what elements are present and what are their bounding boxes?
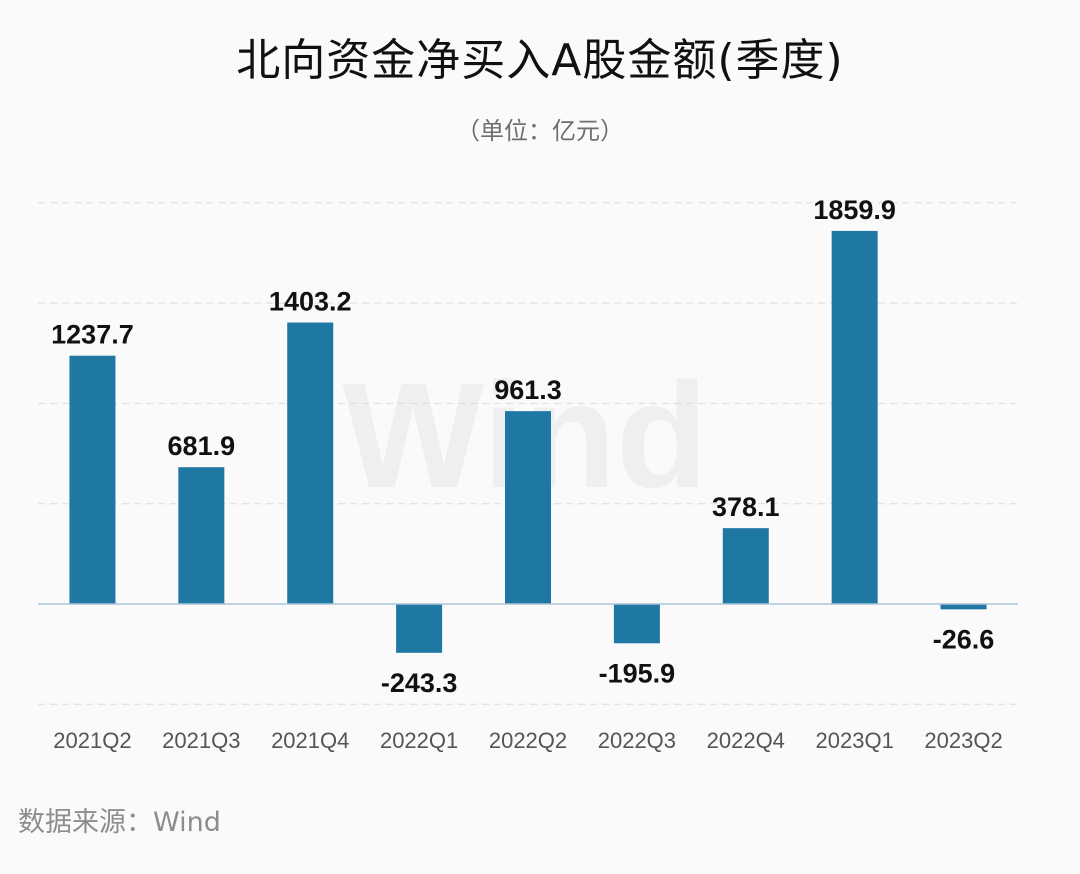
x-tick-2022Q3: 2022Q3 [598,728,676,753]
data-label-2021Q2: 1237.7 [51,320,134,350]
data-label-2022Q2: 961.3 [494,375,562,405]
x-tick-2021Q2: 2021Q2 [53,728,131,753]
data-label-2022Q1: -243.3 [381,668,458,698]
x-tick-2022Q4: 2022Q4 [707,728,785,753]
bar-2021Q3 [178,467,225,604]
data-label-2023Q2: -26.6 [933,624,995,654]
x-tick-2021Q3: 2021Q3 [162,728,240,753]
data-label-2021Q4: 1403.2 [269,287,352,317]
bar-2022Q3 [613,604,660,644]
chart-title: 北向资金净买入A股金额(季度) [236,35,844,86]
bar-2021Q2 [69,355,116,604]
bars [69,230,987,653]
bar-2022Q4 [722,528,769,604]
bar-2022Q1 [396,604,443,653]
x-tick-2021Q4: 2021Q4 [271,728,349,753]
x-tick-2023Q2: 2023Q2 [924,728,1002,753]
x-tick-2022Q1: 2022Q1 [380,728,458,753]
data-label-2022Q3: -195.9 [599,658,676,688]
chart-subtitle: （单位：亿元） [456,117,624,145]
data-label-2023Q1: 1859.9 [813,195,896,225]
bar-2022Q2 [505,411,551,604]
data-labels: 1237.7 681.9 1403.2 -243.3 961.3 -195.9 378.1 1… [51,195,994,698]
bar-2023Q1 [831,230,878,604]
x-tick-2022Q2: 2022Q2 [489,728,567,753]
x-tick-labels: 2021Q2 2021Q3 2021Q4 2022Q1 2022Q2 2022Q3 2022… [53,728,1002,753]
x-tick-2023Q1: 2023Q1 [816,728,894,753]
data-label-2021Q3: 681.9 [168,431,236,461]
bar-2023Q2 [940,604,987,610]
data-label-2022Q4: 378.1 [712,492,780,522]
data-source-note: 数据来源：Wind [18,807,221,838]
bar-2021Q4 [287,322,334,604]
